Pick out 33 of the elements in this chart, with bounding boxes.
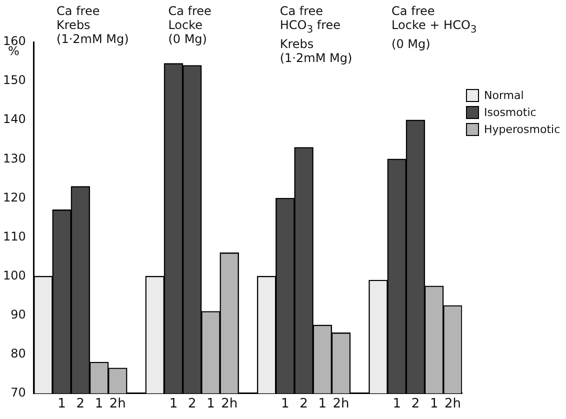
annotation: Ca free HCO$_{3}$ free Krebs (1·2mM Mg) xyxy=(280,4,352,66)
x-tick-label: 2h xyxy=(332,396,350,412)
x-tick-label: 1 xyxy=(206,396,215,412)
y-tick-label: 120 xyxy=(3,190,26,204)
x-tick-label: 1 xyxy=(392,396,401,412)
x-tick-label: 2h xyxy=(221,396,238,412)
x-tick-label: 1 xyxy=(94,396,104,412)
legend-label: Isosmotic xyxy=(484,106,536,119)
annotation: Ca free Locke (0 Mg) xyxy=(168,4,212,46)
x-tick-label: 1 xyxy=(281,396,290,412)
y-tick-label: 90 xyxy=(10,307,26,322)
y-tick-label: 70 xyxy=(10,386,26,400)
annotation: Ca free Krebs (1·2mM Mg) xyxy=(56,4,129,46)
y-tick-label: 110 xyxy=(3,229,26,244)
y-tick-label: 150 xyxy=(3,73,26,88)
y-tick-label: 100 xyxy=(3,268,26,282)
x-tick-label: 2 xyxy=(76,396,85,412)
text: Ca free Locke + HCO$_{3}$ (0 Mg) xyxy=(392,4,477,52)
x-tick-label: 2 xyxy=(411,396,420,412)
x-tick-label: 2 xyxy=(188,396,196,412)
y-axis-title: % xyxy=(8,44,20,58)
x-tick-label: 2 xyxy=(300,396,308,412)
x-tick-label: 1 xyxy=(318,396,327,412)
y-tick-label: 140 xyxy=(3,112,26,126)
x-tick-label: 1 xyxy=(430,396,438,412)
x-tick-label: 2h xyxy=(109,396,126,412)
y-tick-label: 80 xyxy=(10,346,26,360)
legend-label: Hyperosmotic xyxy=(484,123,560,136)
y-tick-label: 130 xyxy=(3,151,26,166)
x-tick-label: 1 xyxy=(169,396,178,412)
x-tick-label: 1 xyxy=(58,396,66,412)
legend-label: Normal xyxy=(484,89,524,102)
x-tick-label: 2h xyxy=(444,396,461,412)
